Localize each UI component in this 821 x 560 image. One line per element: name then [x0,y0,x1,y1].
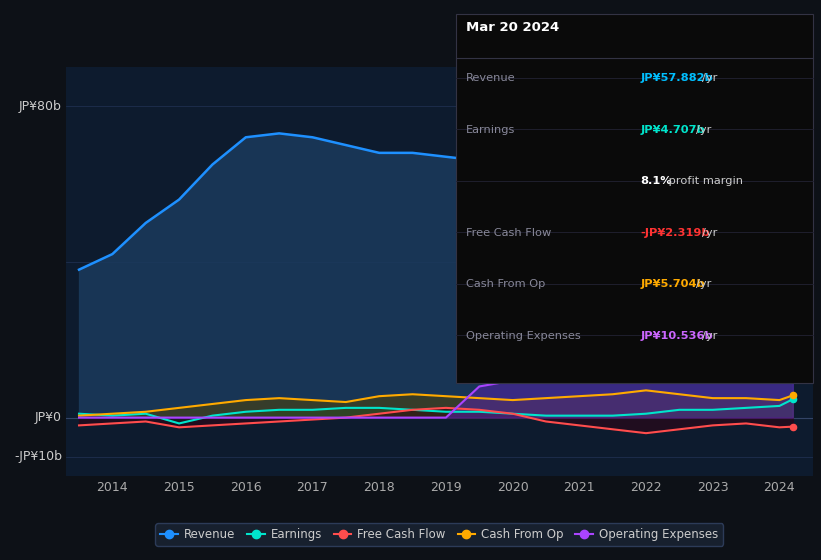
Point [787,372,800,381]
Point [787,188,800,197]
Text: /yr: /yr [696,125,711,135]
Point [787,422,800,431]
Text: 8.1%: 8.1% [640,176,672,186]
Text: profit margin: profit margin [665,176,743,186]
Text: /yr: /yr [702,228,718,238]
Point [787,395,800,404]
Text: Revenue: Revenue [466,73,515,83]
Text: -JP¥10b: -JP¥10b [14,450,62,463]
Text: JP¥5.704b: JP¥5.704b [640,279,705,290]
Point [787,391,800,400]
Text: Mar 20 2024: Mar 20 2024 [466,21,559,34]
Text: /yr: /yr [696,279,711,290]
Text: JP¥4.707b: JP¥4.707b [640,125,705,135]
Text: /yr: /yr [702,73,718,83]
Text: JP¥10.536b: JP¥10.536b [640,331,713,341]
Text: JP¥80b: JP¥80b [19,100,62,113]
Text: JP¥57.882b: JP¥57.882b [640,73,713,83]
Text: Earnings: Earnings [466,125,515,135]
Text: -JP¥2.319b: -JP¥2.319b [640,228,710,238]
Text: Cash From Op: Cash From Op [466,279,545,290]
Legend: Revenue, Earnings, Free Cash Flow, Cash From Op, Operating Expenses: Revenue, Earnings, Free Cash Flow, Cash … [155,523,723,546]
Text: /yr: /yr [702,331,718,341]
Text: JP¥0: JP¥0 [35,411,62,424]
Text: Operating Expenses: Operating Expenses [466,331,580,341]
Text: Free Cash Flow: Free Cash Flow [466,228,551,238]
